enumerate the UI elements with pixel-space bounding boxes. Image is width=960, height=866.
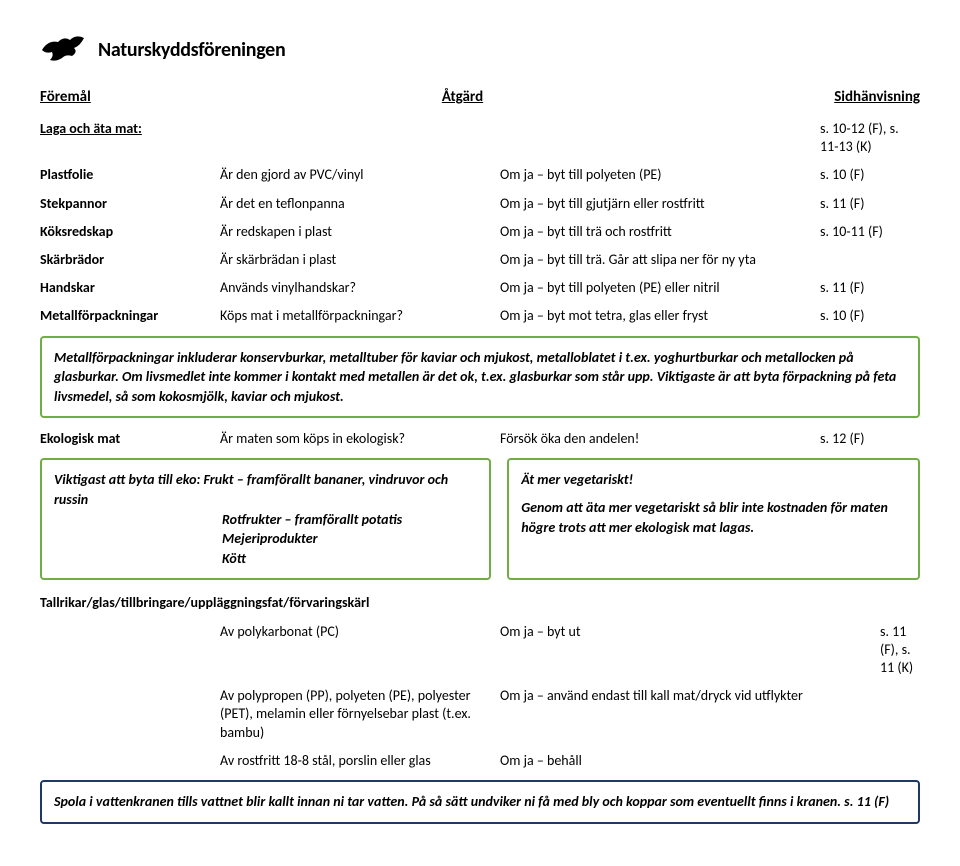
cell: Om ja – behåll [500, 752, 880, 770]
info-box-metall-text: Metallförpackningar inkluderar konservbu… [54, 349, 896, 405]
column-headers: Föremål Åtgärd Sidhänvisning [40, 88, 920, 106]
section-title-row: Laga och äta mat: s. 10-12 (F), s. 11-13… [40, 120, 920, 156]
info-box-vatten-text: Spola i vattenkranen tills vattnet blir … [54, 793, 889, 810]
eko-a: Försök öka den andelen! [500, 430, 820, 448]
eko-label: Ekologisk mat [40, 430, 220, 448]
veg-body: Genom att äta mer vegetariskt så blir in… [521, 498, 906, 537]
cell: Om ja – byt till polyeten (PE) eller nit… [500, 279, 820, 297]
eko-row: Ekologisk mat Är maten som köps in ekolo… [40, 430, 920, 448]
two-box-row: Viktigast att byta till eko: Frukt – fra… [40, 458, 920, 580]
table-row: SkärbrädorÄr skärbrädan i plastOm ja – b… [40, 251, 920, 269]
cell: s. 11 (F) [820, 195, 920, 213]
cell: Metallförpackningar [40, 307, 220, 325]
eko-lead: Viktigast att byta till eko: [54, 471, 204, 488]
cell: Är skärbrädan i plast [220, 251, 500, 269]
cell: Om ja – byt till trä och rostfritt [500, 223, 820, 241]
cell: Om ja – använd endast till kall mat/dryc… [500, 687, 880, 742]
cell: s. 11 (F) [820, 279, 920, 297]
tallrikar-title: Tallrikar/glas/tillbringare/uppläggnings… [40, 594, 369, 612]
header-atgard: Åtgärd [442, 88, 483, 106]
eko-item-1: Rotfrukter – framförallt potatis [54, 510, 477, 530]
table-row: Av polypropen (PP), polyeten (PE), polye… [220, 687, 920, 742]
cell: Skärbrädor [40, 251, 220, 269]
cell: Köps mat i metallförpackningar? [220, 307, 500, 325]
cell [820, 251, 920, 269]
cell: Av rostfritt 18-8 stål, porslin eller gl… [220, 752, 500, 770]
logo-text: Naturskyddsföreningen [98, 38, 285, 62]
cell: s. 10-11 (F) [820, 223, 920, 241]
cell: Om ja – byt ut [500, 623, 880, 678]
cell: Köksredskap [40, 223, 220, 241]
table-row: StekpannorÄr det en teflonpannaOm ja – b… [40, 195, 920, 213]
cell: Används vinylhandskar? [220, 279, 500, 297]
cell: Om ja – byt till polyeten (PE) [500, 166, 820, 184]
eko-q: Är maten som köps in ekologisk? [220, 430, 500, 448]
cell: Om ja – byt mot tetra, glas eller fryst [500, 307, 820, 325]
cell: Är redskapen i plast [220, 223, 500, 241]
cell: Handskar [40, 279, 220, 297]
eko-ref: s. 12 (F) [820, 430, 920, 448]
info-box-vatten: Spola i vattenkranen tills vattnet blir … [40, 780, 920, 824]
logo: Naturskyddsföreningen [40, 30, 920, 70]
cell: Är den gjord av PVC/vinyl [220, 166, 500, 184]
cell: Plastfolie [40, 166, 220, 184]
info-box-veg: Ät mer vegetariskt! Genom att äta mer ve… [507, 458, 920, 580]
eko-item-2: Mejeriprodukter [54, 529, 477, 549]
cell [880, 752, 920, 770]
falcon-icon [40, 30, 90, 70]
table-row: PlastfolieÄr den gjord av PVC/vinylOm ja… [40, 166, 920, 184]
header-foremal: Föremål [40, 88, 91, 106]
table-row: MetallförpackningarKöps mat i metallförp… [40, 307, 920, 325]
cell [880, 687, 920, 742]
section-title: Laga och äta mat: [40, 120, 220, 156]
table-row: Av rostfritt 18-8 stål, porslin eller gl… [220, 752, 920, 770]
header-sidhanvisning: Sidhänvisning [834, 88, 920, 106]
table-row: KöksredskapÄr redskapen i plastOm ja – b… [40, 223, 920, 241]
info-box-metall: Metallförpackningar inkluderar konservbu… [40, 336, 920, 419]
cell: Om ja – byt till trä. Går att slipa ner … [500, 251, 820, 269]
eko-item-3: Kött [54, 549, 477, 569]
cell: Är det en teflonpanna [220, 195, 500, 213]
cell: s. 10 (F) [820, 307, 920, 325]
cell: Av polykarbonat (PC) [220, 623, 500, 678]
info-box-eko: Viktigast att byta till eko: Frukt – fra… [40, 458, 491, 580]
tallrikar-rows: Av polykarbonat (PC)Om ja – byt uts. 11 … [220, 623, 920, 770]
cell: s. 10 (F) [820, 166, 920, 184]
table-row: Av polykarbonat (PC)Om ja – byt uts. 11 … [220, 623, 920, 678]
cell: Stekpannor [40, 195, 220, 213]
table-row: HandskarAnvänds vinylhandskar?Om ja – by… [40, 279, 920, 297]
section-title-ref: s. 10-12 (F), s. 11-13 (K) [820, 120, 920, 156]
cell: Om ja – byt till gjutjärn eller rostfrit… [500, 195, 820, 213]
cell: s. 11 (F), s. 11 (K) [880, 623, 920, 678]
veg-title: Ät mer vegetariskt! [521, 470, 906, 490]
tallrikar-title-row: Tallrikar/glas/tillbringare/uppläggnings… [40, 594, 920, 612]
cell: Av polypropen (PP), polyeten (PE), polye… [220, 687, 500, 742]
